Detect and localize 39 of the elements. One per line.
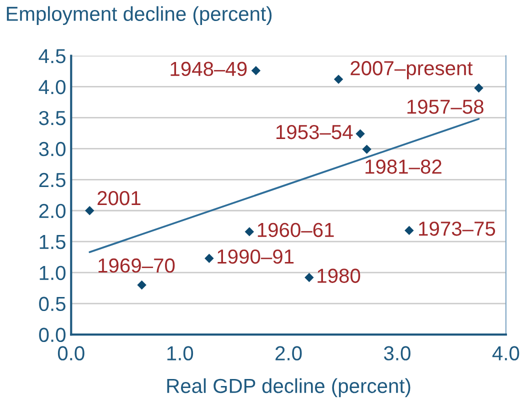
point [244, 227, 254, 236]
point [137, 280, 146, 290]
x-tick-label: 3.0 [384, 346, 410, 360]
annotation: 1980 [318, 268, 360, 283]
annotation: 1960–61 [258, 222, 334, 238]
annotation: 1981–82 [366, 160, 442, 174]
y-tick-label: 0.0 [39, 328, 66, 342]
x-tick-label: 1.0 [167, 346, 194, 360]
point [474, 83, 484, 93]
y-tick-label: 3.0 [39, 142, 66, 156]
y-tick-label: 3.5 [39, 110, 66, 126]
point [251, 66, 261, 76]
x-tick-label: 2.0 [276, 346, 302, 360]
point [85, 206, 94, 216]
point [334, 74, 344, 84]
y-tick-label: 2.5 [39, 172, 66, 188]
x-tick-label: 0.0 [58, 346, 84, 360]
annotation: 2007–present [350, 61, 473, 80]
x-tick-label: 4.0 [492, 346, 520, 360]
annotation: 1953–54 [276, 124, 353, 140]
y-tick-label: 4.5 [38, 49, 66, 64]
annotation: 2001 [98, 191, 140, 206]
y-tick-label: 1.0 [40, 266, 66, 280]
y-tick-label: 1.5 [40, 235, 66, 250]
point [356, 129, 365, 138]
point [304, 272, 314, 282]
annotation: 1957–58 [407, 100, 484, 114]
annotation: 1948–49 [170, 62, 247, 76]
point [204, 254, 214, 263]
y-tick-label: 4.0 [38, 80, 66, 94]
annotation: 1990–91 [218, 249, 294, 264]
annotation: 1969–70 [98, 258, 175, 273]
x-axis-title: Real GDP decline (percent) [167, 378, 410, 398]
chart-title: Employment decline (percent) [6, 6, 272, 25]
annotation: 1973–75 [419, 222, 496, 236]
point [404, 226, 414, 236]
y-tick-label: 0.5 [39, 296, 66, 312]
y-tick-label: 2.0 [39, 204, 66, 218]
point [362, 144, 372, 154]
